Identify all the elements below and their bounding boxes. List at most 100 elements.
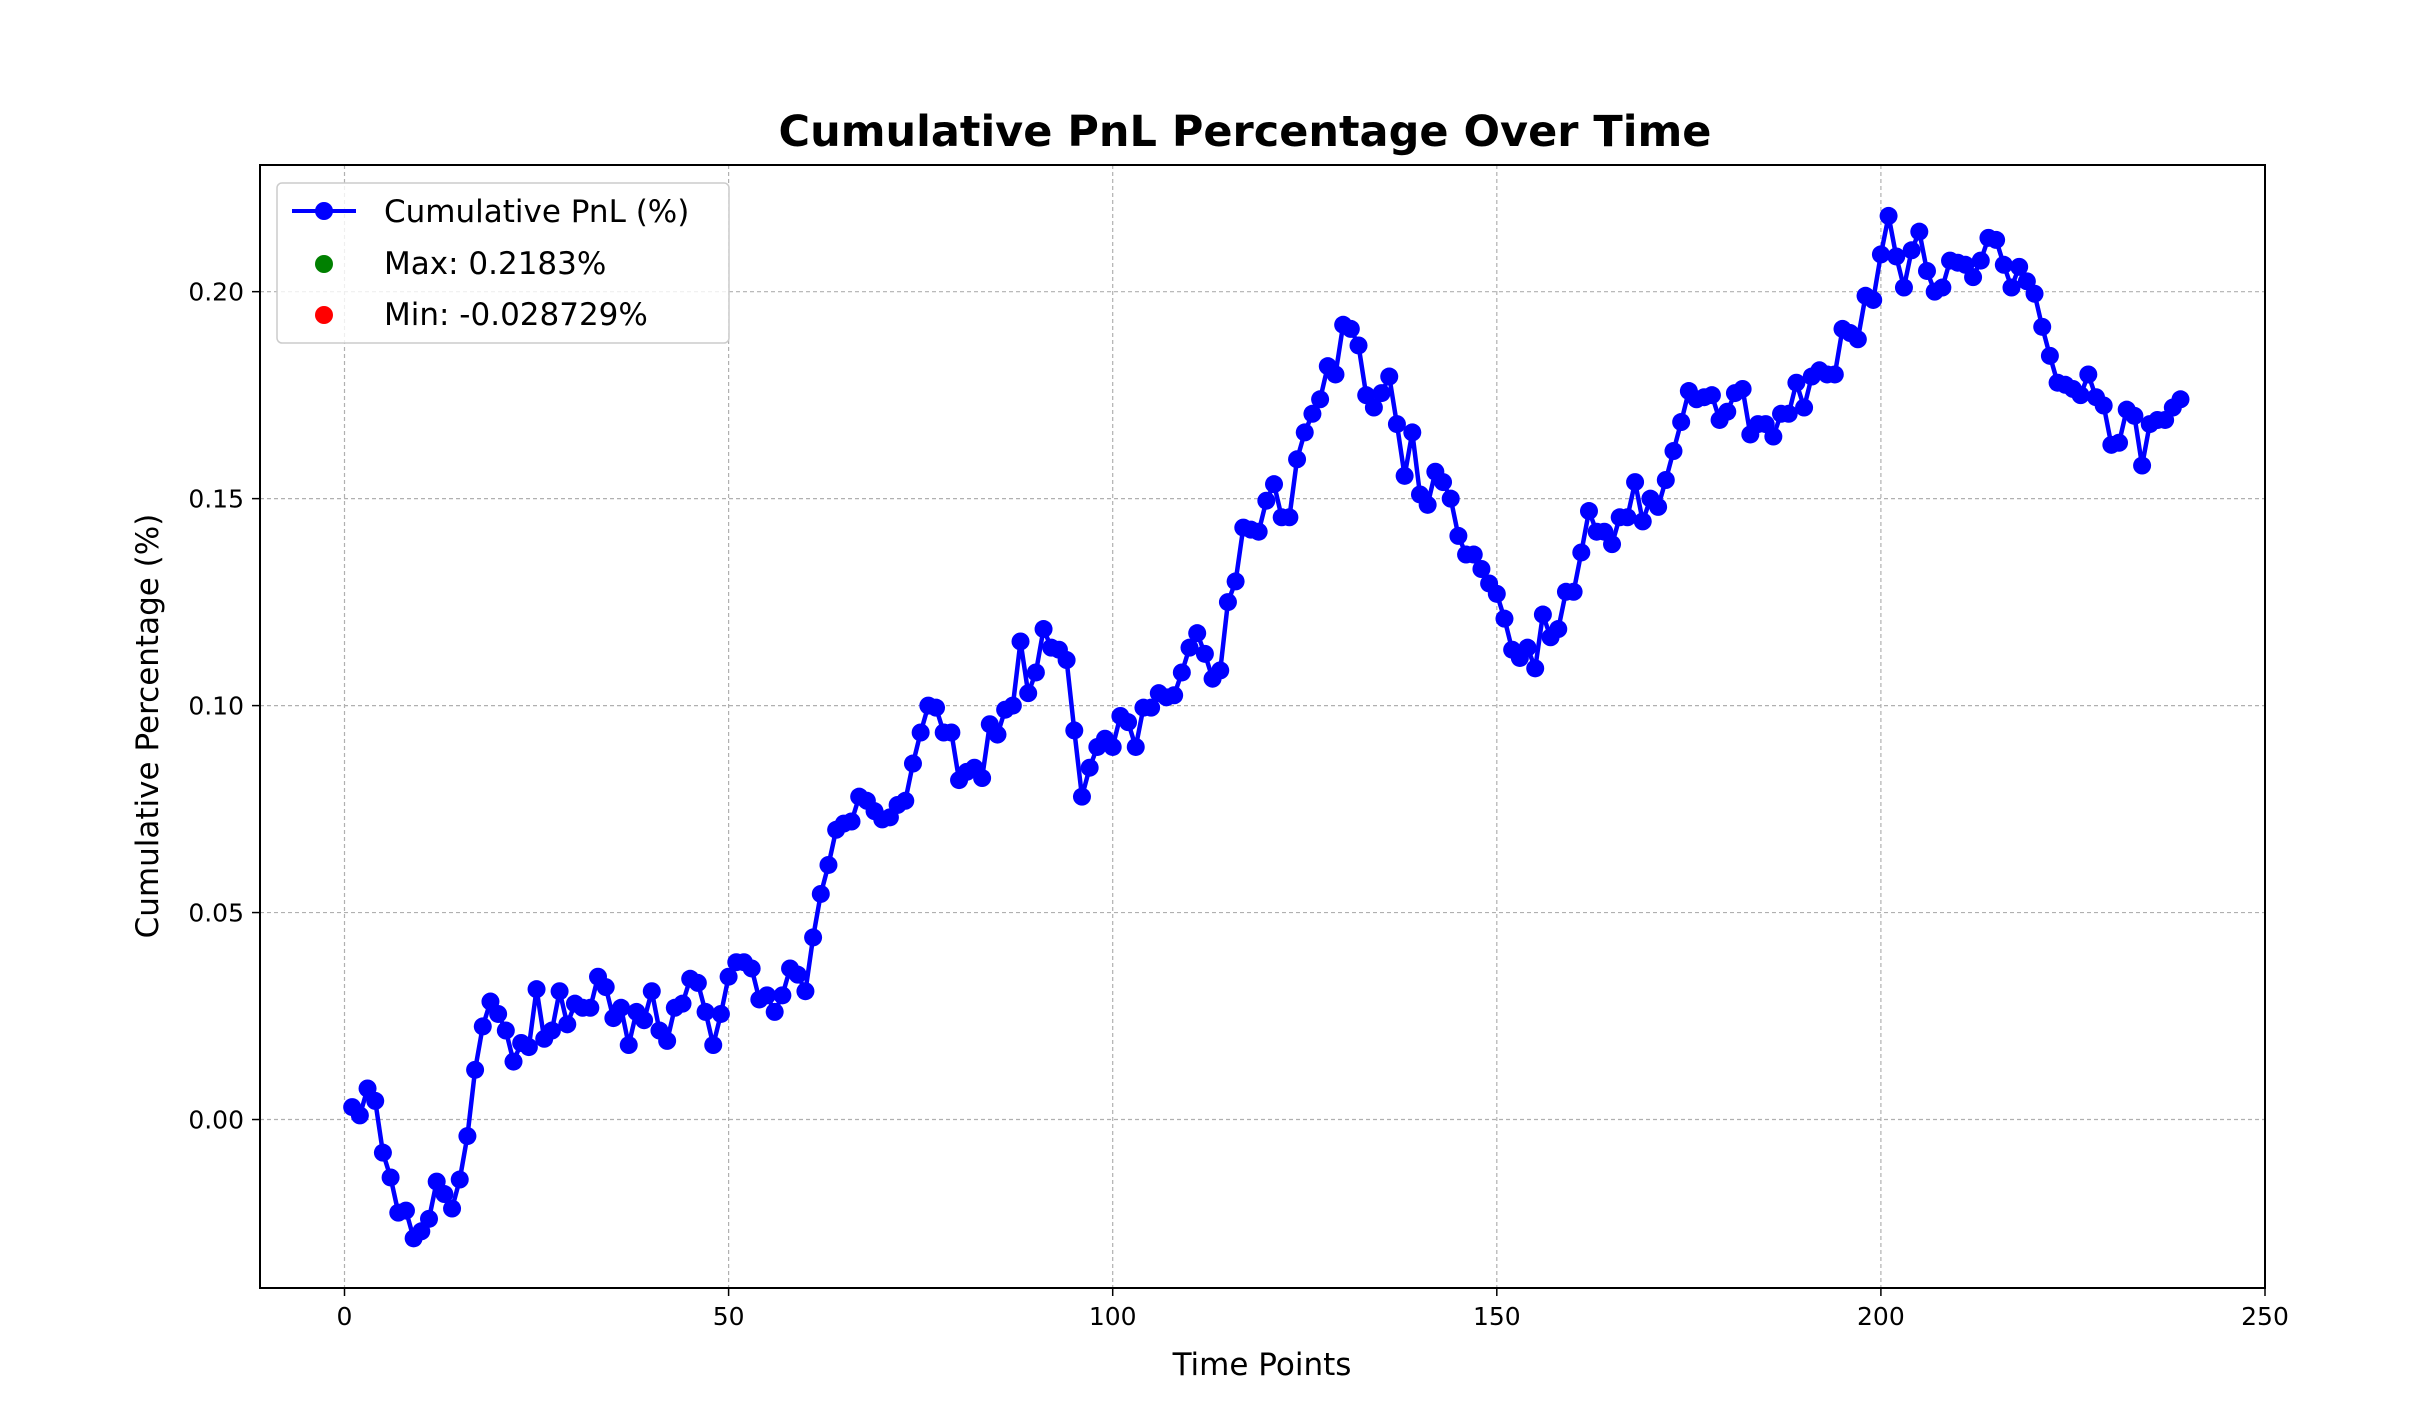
data-point	[1664, 442, 1683, 461]
data-point	[2171, 390, 2190, 409]
data-point	[1265, 475, 1284, 494]
x-axis-label: Time Points	[1172, 1347, 1352, 1383]
series-layer	[343, 206, 2190, 1248]
data-point	[1165, 686, 1184, 705]
data-point	[1656, 471, 1675, 489]
data-point	[2040, 346, 2059, 365]
data-point	[1472, 560, 1491, 578]
data-point	[1119, 713, 1138, 732]
data-point	[443, 1199, 462, 1218]
data-point	[1072, 787, 1091, 806]
data-point	[819, 855, 838, 874]
data-point	[1910, 222, 1929, 241]
data-point	[1418, 495, 1437, 514]
data-point	[911, 723, 930, 742]
data-point	[1387, 415, 1406, 434]
data-point	[1326, 365, 1345, 384]
data-point	[1795, 398, 1814, 417]
x-tick-label: 200	[1857, 1302, 1905, 1331]
data-point	[1572, 543, 1591, 562]
data-point	[420, 1209, 438, 1228]
legend-marker-cumulative-pnl	[315, 202, 333, 220]
data-point	[642, 982, 661, 1001]
plot-frame	[259, 164, 2266, 1289]
data-point	[1003, 696, 1022, 715]
y-tick-label: 0.05	[188, 899, 244, 928]
y-tick-label: 0.10	[188, 692, 244, 721]
legend-box	[276, 182, 730, 344]
axis-ticks: 0 50 100 150 200 250 0.00 0.05 0.10 0.15 0.20	[188, 278, 2289, 1331]
data-point	[1349, 336, 1368, 355]
data-point	[1311, 390, 1330, 409]
data-point	[758, 986, 777, 1005]
data-point	[1902, 241, 1921, 260]
data-point	[396, 1201, 415, 1220]
data-point	[1649, 497, 1668, 516]
x-tick-label: 250	[2241, 1302, 2289, 1331]
data-point	[658, 1031, 677, 1050]
data-point	[1964, 268, 1983, 287]
data-point	[1080, 758, 1099, 777]
y-axis-label: Cumulative Percentage (%)	[130, 514, 166, 939]
data-point	[435, 1185, 454, 1204]
data-point	[1180, 638, 1199, 657]
data-point	[1864, 290, 1883, 309]
data-point	[458, 1127, 477, 1146]
data-point	[1218, 593, 1237, 612]
data-point	[1879, 206, 1898, 225]
data-point	[1103, 737, 1122, 756]
data-point	[2033, 317, 2052, 336]
data-point	[1372, 384, 1391, 403]
data-point	[381, 1168, 400, 1187]
x-tick-label: 0	[337, 1302, 353, 1331]
data-point	[1871, 245, 1890, 264]
data-point	[1257, 491, 1276, 510]
data-point	[1449, 526, 1468, 545]
data-point	[1226, 572, 1245, 591]
legend-marker-max	[315, 255, 333, 273]
data-point	[466, 1060, 485, 1079]
data-point	[1672, 413, 1691, 432]
data-point	[988, 725, 1007, 744]
x-tick-label: 150	[1473, 1302, 1521, 1331]
data-point	[811, 884, 830, 903]
data-point	[896, 791, 915, 810]
data-point	[2025, 284, 2044, 303]
data-point	[903, 754, 922, 773]
data-point	[366, 1091, 385, 1110]
data-point	[1288, 450, 1307, 469]
data-point	[1065, 721, 1084, 740]
data-point	[796, 982, 815, 1001]
data-point	[2079, 365, 2098, 384]
data-point	[1341, 319, 1360, 338]
data-point	[1188, 624, 1207, 643]
data-point	[2010, 257, 2029, 276]
data-point	[1011, 632, 1030, 651]
legend-marker-min	[315, 306, 333, 324]
chart-title: Cumulative PnL Percentage Over Time	[779, 107, 1712, 157]
data-point	[1787, 373, 1806, 392]
data-point	[1518, 638, 1537, 657]
data-point	[558, 1015, 577, 1034]
data-point	[1718, 402, 1737, 421]
data-point	[1987, 230, 2006, 249]
data-point	[765, 1002, 784, 1021]
legend-label-cumulative-pnl: Cumulative PnL (%)	[384, 194, 689, 230]
data-point	[1464, 545, 1483, 564]
data-point	[973, 769, 992, 788]
data-point	[1280, 508, 1299, 527]
data-point	[1633, 512, 1652, 531]
data-point	[1848, 330, 1867, 349]
data-point	[596, 978, 615, 997]
data-point	[1564, 582, 1583, 601]
data-point	[2094, 396, 2113, 415]
data-point	[1034, 620, 1053, 639]
data-point	[1057, 651, 1076, 670]
data-point	[550, 982, 569, 1001]
data-point	[773, 986, 792, 1005]
data-point	[1894, 278, 1913, 297]
y-tick-label: 0.00	[188, 1106, 244, 1135]
data-point	[1019, 684, 1038, 703]
data-point	[719, 967, 738, 986]
data-point	[1887, 247, 1906, 266]
